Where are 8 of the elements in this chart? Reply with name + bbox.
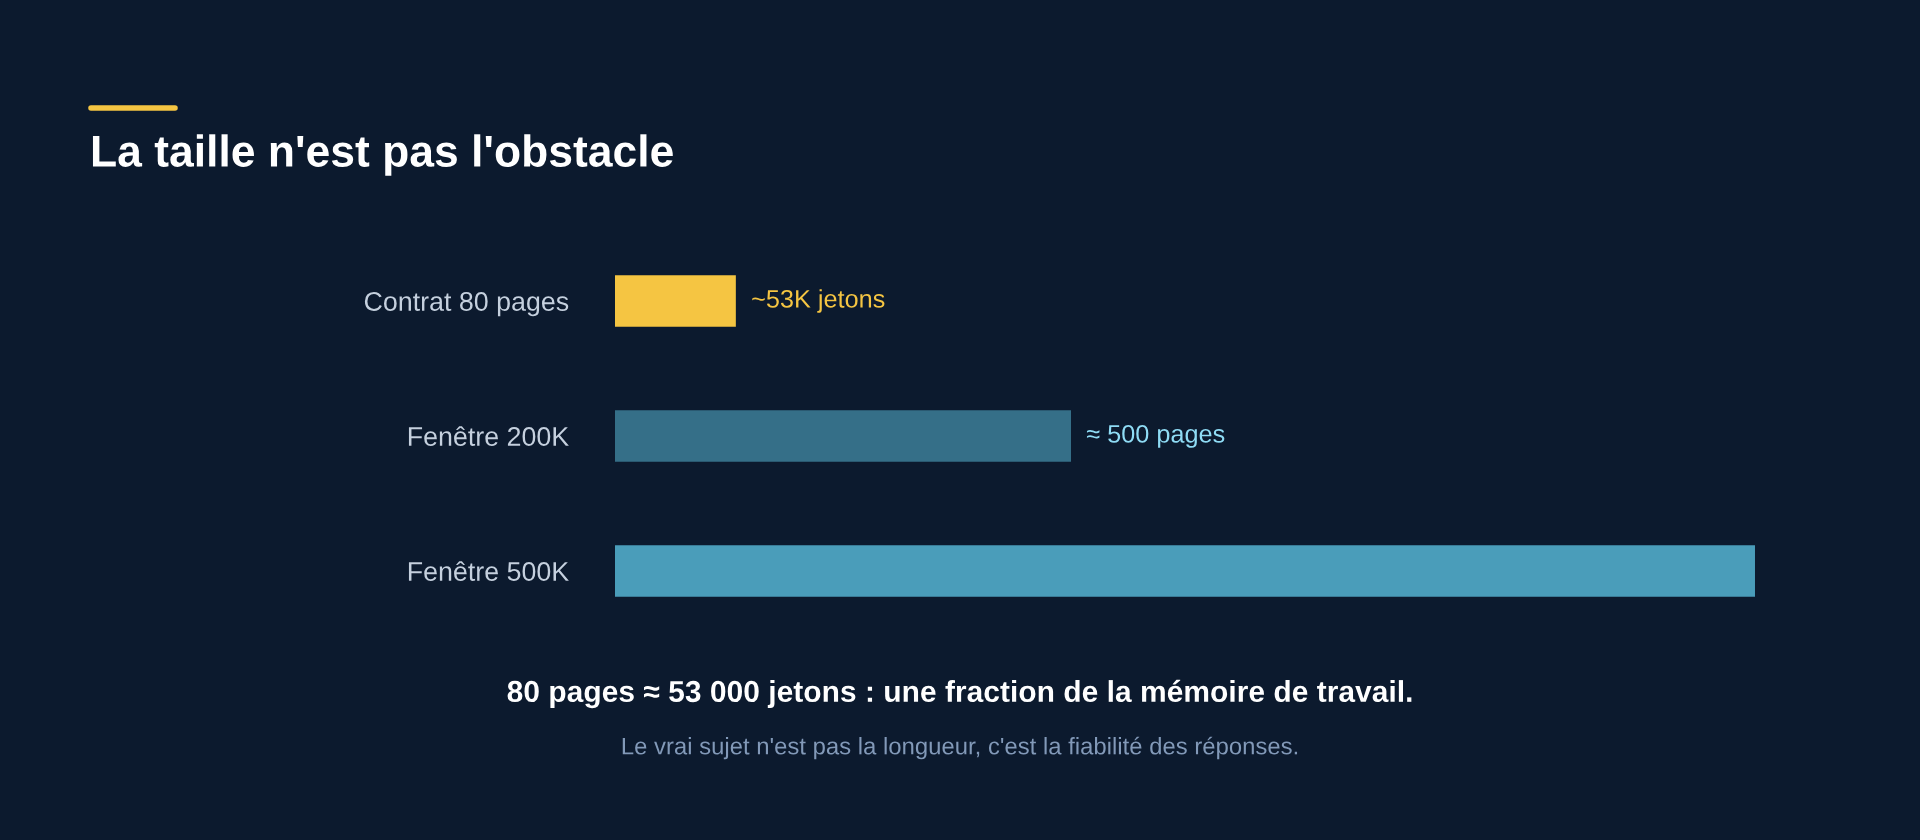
text: Le vrai sujet n'est pas la longueur, c'est la fiabilité des réponses.	[622, 736, 1298, 760]
text: 80 pages ≈ 53 000 jetons : une fraction de la mémoire de travail.	[507, 679, 1412, 709]
y-tick-label: Fenêtre 200K	[408, 426, 569, 446]
annotation: ≈ 500 pages	[1086, 424, 1225, 448]
y-tick-label: Contrat 80 pages	[364, 292, 569, 317]
data-label: ~53K jetons	[752, 289, 885, 313]
chart-title: La taille n'est pas l'obstacle	[92, 134, 673, 176]
y-tick-label: Fenêtre 500K	[408, 561, 569, 581]
